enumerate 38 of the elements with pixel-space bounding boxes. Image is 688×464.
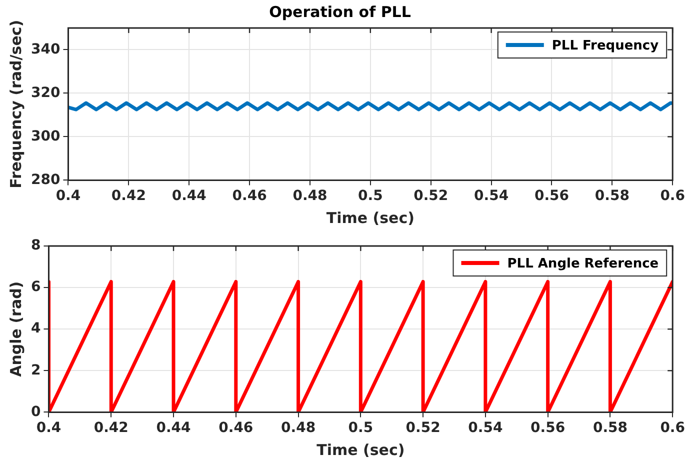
y-tick-label: 340 [30,41,60,58]
y-tick-label: 2 [30,362,41,378]
x-tick-label: 0.42 [94,420,128,436]
x-tick-label: 0.58 [592,420,628,436]
x-tick-label: 0.46 [232,188,267,204]
y-tick-label: 300 [30,128,60,144]
x-tick-label: 0.44 [156,420,192,436]
legend-label: PLL Frequency [552,38,660,54]
x-axis-title: Time (sec) [316,440,405,459]
x-tick-label: 0.46 [218,420,254,436]
x-tick-label: 0.4 [36,420,62,436]
chart-title: Operation of PLL [269,2,412,21]
x-tick-label: 0.58 [594,188,630,204]
x-tick-label: 0.52 [406,420,440,436]
x-tick-label: 0.42 [111,188,146,204]
x-tick-label: 0.56 [530,420,566,436]
y-tick-label: 8 [30,238,41,254]
x-tick-label: 0.48 [281,420,316,436]
x-tick-label: 0.54 [468,420,503,436]
y-tick-label: 6 [30,279,41,296]
x-tick-label: 0.44 [172,188,207,204]
x-tick-label: 0.48 [292,188,328,204]
x-tick-label: 0.4 [56,188,81,204]
y-tick-label: 280 [30,172,60,188]
x-tick-label: 0.56 [534,188,569,204]
y-tick-label: 4 [30,320,41,337]
x-tick-label: 0.5 [348,420,374,436]
y-axis-title: Frequency (rad/sec) [6,20,25,188]
y-tick-label: 0 [30,404,41,420]
x-tick-label: 0.54 [474,188,509,204]
x-tick-label: 0.5 [358,188,383,204]
x-tick-label: 0.52 [414,188,448,204]
y-tick-label: 320 [30,84,60,101]
x-tick-label: 0.6 [660,420,686,436]
legend-label: PLL Angle Reference [507,256,659,272]
y-axis-title: Angle (rad) [6,281,25,377]
x-axis-title: Time (sec) [326,208,414,227]
x-tick-label: 0.6 [660,188,686,204]
